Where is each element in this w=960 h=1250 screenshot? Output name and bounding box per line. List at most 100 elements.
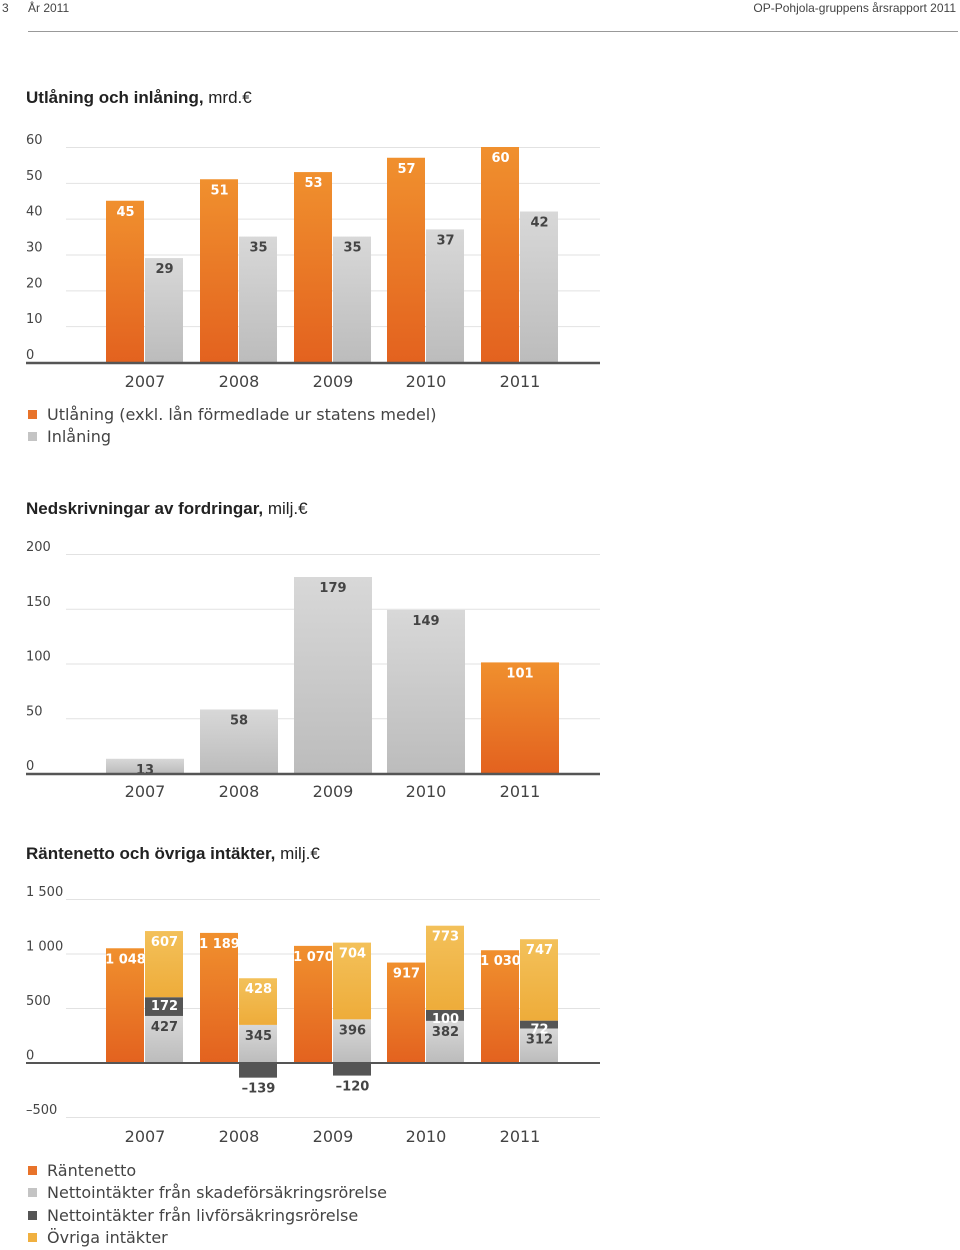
lending-bar <box>387 157 425 362</box>
report-year: År 2011 <box>28 1 70 15</box>
legend-item-other: Övriga intäkter <box>28 1227 387 1250</box>
income-title-text: Räntenetto och övriga intäkter, <box>26 844 276 863</box>
y-tick-label: 40 <box>26 205 43 220</box>
page-number: 3 <box>2 1 9 15</box>
income-chart-title: Räntenetto och övriga intäkter, milj.€ <box>26 844 320 864</box>
deposits-bar <box>145 258 183 362</box>
y-tick-label: 20 <box>26 276 43 291</box>
data-label: 72 <box>530 1023 548 1038</box>
life-segment <box>333 1062 371 1076</box>
x-tick-label: 2011 <box>500 782 541 801</box>
legend-label: Inlåning <box>47 427 111 447</box>
data-label: –120 <box>336 1080 370 1095</box>
other-income-segment <box>239 978 277 1025</box>
lending-title-text: Utlåning och inlåning, <box>26 88 204 107</box>
impairment-bar <box>387 609 465 773</box>
y-tick-label: 500 <box>26 994 51 1009</box>
data-label: 29 <box>155 262 173 277</box>
data-label: 1 030 <box>480 954 521 969</box>
life-segment <box>426 1009 464 1021</box>
data-label: 57 <box>397 162 415 177</box>
x-tick-label: 2007 <box>125 782 166 801</box>
lending-legend: Utlåning (exkl. lån förmedlade ur staten… <box>28 403 437 448</box>
impairments-chart-title: Nedskrivningar av fordringar, milj.€ <box>26 499 308 519</box>
legend-label: Räntenetto <box>47 1160 137 1180</box>
impairments-title-text: Nedskrivningar av fordringar, <box>26 499 264 518</box>
data-label: 427 <box>151 1020 178 1035</box>
y-tick-label: 1 000 <box>26 940 63 955</box>
data-label: 345 <box>245 1029 272 1044</box>
data-label: 1 189 <box>199 937 240 952</box>
legend-label: Övriga intäkter <box>47 1228 168 1248</box>
page-header: 3 År 2011 OP-Pohjola-gruppens årsrapport… <box>0 0 960 34</box>
x-tick-label: 2011 <box>500 372 541 391</box>
other-income-segment <box>426 925 464 1010</box>
net-interest-bar <box>387 962 425 1063</box>
lending-title-unit: mrd.€ <box>203 88 252 107</box>
deposits-bar <box>333 236 371 362</box>
lending-chart: 0 10 20 30 40 50 60 45 51 53 57 60 29 35 35 37 42 2007 200… <box>26 133 600 391</box>
x-tick-label: 2011 <box>500 1127 541 1146</box>
data-label: 172 <box>151 999 178 1014</box>
y-tick-label: 10 <box>26 312 43 327</box>
life-segment <box>145 997 183 1016</box>
x-tick-label: 2007 <box>125 372 166 391</box>
net-interest-bar <box>481 950 519 1063</box>
data-label: 396 <box>339 1023 366 1038</box>
impairment-bar <box>106 758 184 773</box>
y-tick-label: 200 <box>26 540 51 555</box>
legend-item-life: Nettointäkter från livförsäkringsrörelse <box>28 1204 387 1227</box>
deposits-bar <box>520 211 558 362</box>
deposits-bar <box>426 229 464 362</box>
x-tick-label: 2009 <box>313 1127 354 1146</box>
x-tick-label: 2008 <box>219 1127 260 1146</box>
data-label: 179 <box>319 581 346 596</box>
data-label: 428 <box>245 982 272 997</box>
data-label: 382 <box>432 1025 459 1040</box>
x-tick-label: 2009 <box>313 782 354 801</box>
x-tick-label: 2008 <box>219 782 260 801</box>
legend-swatch-yellow <box>28 1233 37 1243</box>
net-interest-bar <box>294 945 332 1063</box>
data-label: 60 <box>491 151 509 166</box>
y-tick-label: –500 <box>26 1103 57 1118</box>
y-tick-label: 1 500 <box>26 885 63 900</box>
y-tick-label: 0 <box>26 348 34 363</box>
data-label: 45 <box>116 205 134 220</box>
data-label: 1 048 <box>105 952 146 967</box>
net-interest-bar <box>106 948 144 1063</box>
document-title: OP-Pohjola-gruppens årsrapport 2011 <box>753 1 956 15</box>
impairment-bar <box>481 662 559 773</box>
legend-label: Nettointäkter från skadeförsäkringsrörel… <box>47 1183 387 1203</box>
x-tick-label: 2009 <box>313 372 354 391</box>
y-tick-label: 100 <box>26 650 51 665</box>
lending-chart-title: Utlåning och inlåning, mrd.€ <box>26 88 252 108</box>
life-segment <box>520 1020 558 1029</box>
x-tick-label: 2010 <box>406 782 447 801</box>
non-life-segment <box>520 1028 558 1063</box>
other-income-segment <box>333 942 371 1020</box>
impairments-title-unit: milj.€ <box>263 499 308 518</box>
data-label: 704 <box>339 947 366 962</box>
y-tick-label: 0 <box>26 759 34 774</box>
legend-item-non-life: Nettointäkter från skadeförsäkringsrörel… <box>28 1182 387 1205</box>
legend-swatch-dark <box>28 1210 37 1220</box>
non-life-segment <box>426 1020 464 1063</box>
lending-bar <box>200 179 238 362</box>
income-legend: Räntenetto Nettointäkter från skadeförsä… <box>28 1159 387 1249</box>
non-life-segment <box>145 1015 183 1063</box>
x-tick-label: 2008 <box>219 372 260 391</box>
net-interest-bar <box>200 932 238 1063</box>
other-income-segment <box>520 939 558 1021</box>
data-label: 35 <box>343 241 361 256</box>
data-label: 773 <box>432 930 459 945</box>
data-label: 13 <box>136 763 154 778</box>
y-tick-label: 30 <box>26 241 43 256</box>
data-label: 607 <box>151 935 178 950</box>
data-label: 58 <box>230 713 248 728</box>
non-life-segment <box>333 1019 371 1063</box>
impairment-bar <box>294 576 372 773</box>
lending-bar <box>481 147 519 362</box>
lending-bar <box>106 200 144 362</box>
legend-label: Nettointäkter från livförsäkringsrörelse <box>47 1205 359 1225</box>
